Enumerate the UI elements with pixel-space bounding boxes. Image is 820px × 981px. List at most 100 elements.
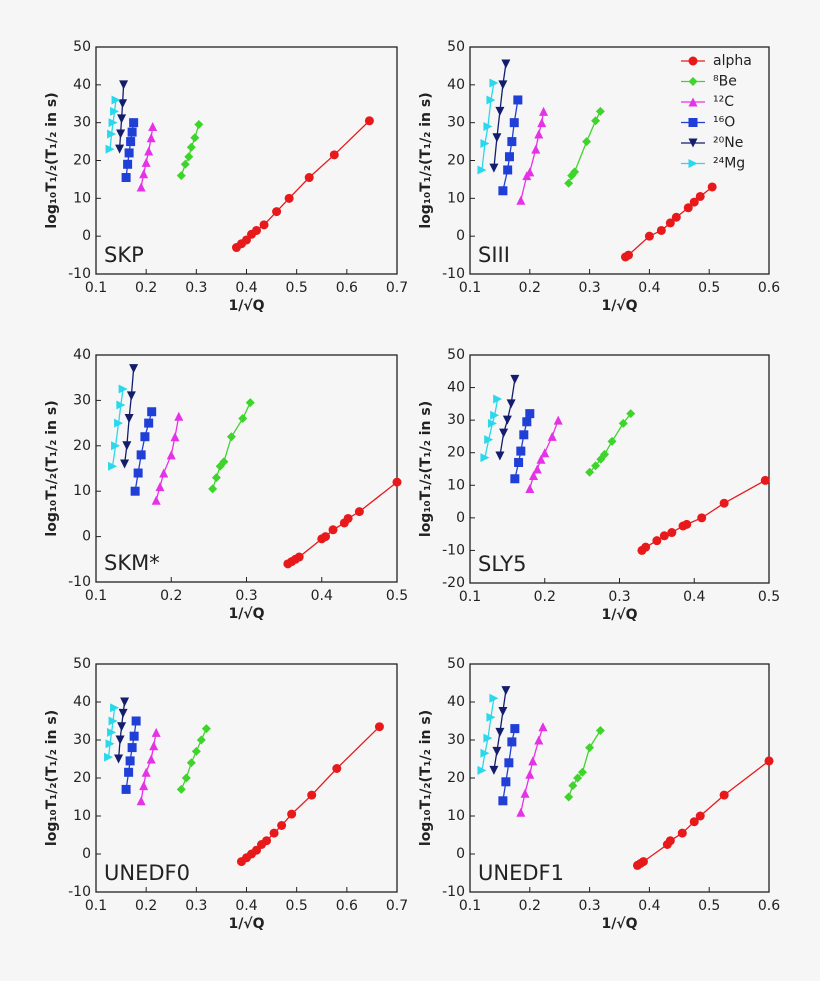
y-tick-label: 0 <box>456 228 465 244</box>
marker <box>520 788 530 798</box>
marker <box>146 133 156 143</box>
series-line <box>493 63 507 169</box>
y-tick-label: 20 <box>73 153 91 169</box>
marker <box>510 474 520 484</box>
x-tick-label: 0.5 <box>698 280 720 296</box>
y-tick-label: 20 <box>447 445 465 461</box>
marker <box>186 758 196 768</box>
marker <box>607 436 617 446</box>
marker <box>570 167 580 177</box>
legend-label: alpha <box>713 53 752 69</box>
marker <box>307 790 317 800</box>
marker <box>116 400 126 410</box>
marker <box>487 418 497 428</box>
marker <box>677 828 687 838</box>
marker <box>211 473 221 483</box>
marker <box>117 722 127 732</box>
y-tick-label: 20 <box>73 438 91 454</box>
marker <box>151 495 161 505</box>
x-tick-label: 0.6 <box>336 898 358 914</box>
x-tick-label: 0.5 <box>286 898 308 914</box>
y-tick-label: 50 <box>447 39 465 55</box>
x-axis-label: 1/√Q <box>228 606 264 622</box>
y-tick-label: 40 <box>447 694 465 710</box>
x-tick-label: 0.1 <box>459 589 481 605</box>
marker <box>688 56 698 66</box>
marker <box>529 471 539 481</box>
marker <box>707 182 717 192</box>
marker <box>180 159 190 169</box>
marker <box>159 468 169 478</box>
marker <box>514 457 524 467</box>
marker <box>568 781 578 791</box>
x-axis-label: 1/√Q <box>601 607 637 623</box>
marker <box>641 542 651 552</box>
marker <box>585 467 595 477</box>
marker <box>121 173 131 183</box>
marker <box>480 748 490 758</box>
x-axis-label: 1/√Q <box>228 916 264 932</box>
marker <box>196 735 206 745</box>
marker <box>564 178 574 188</box>
marker <box>116 129 126 139</box>
y-axis-label: log₁₀T₁/₂(T₁/₂ in s) <box>44 710 60 846</box>
marker <box>547 431 557 441</box>
marker <box>697 513 707 523</box>
marker <box>536 454 546 464</box>
panel-label: UNEDF0 <box>104 861 190 885</box>
marker <box>108 716 118 726</box>
series-line <box>111 388 124 467</box>
marker <box>492 746 502 756</box>
y-tick-label: -10 <box>68 884 91 900</box>
x-tick-label: 0.5 <box>386 588 408 604</box>
marker <box>573 773 583 783</box>
y-axis-label: log₁₀T₁/₂(T₁/₂ in s) <box>418 92 434 228</box>
marker <box>519 430 529 440</box>
marker <box>155 482 165 492</box>
marker <box>208 484 218 494</box>
legend-label: ¹²C <box>713 94 734 110</box>
y-tick-label: 10 <box>447 190 465 206</box>
marker <box>510 374 520 384</box>
marker <box>147 407 157 417</box>
y-axis-label: log₁₀T₁/₂(T₁/₂ in s) <box>418 401 434 537</box>
marker <box>501 59 511 69</box>
marker <box>595 106 605 116</box>
marker <box>124 767 134 777</box>
marker <box>269 828 279 838</box>
marker <box>111 441 121 451</box>
marker <box>181 773 191 783</box>
marker <box>252 225 262 235</box>
x-tick-label: 0.1 <box>85 898 107 914</box>
marker <box>136 796 146 806</box>
marker <box>600 449 610 459</box>
x-tick-label: 0.3 <box>578 898 600 914</box>
marker <box>688 97 698 107</box>
marker <box>129 118 139 128</box>
marker <box>689 817 699 827</box>
marker <box>108 118 118 128</box>
marker <box>486 712 496 722</box>
plot-frame <box>469 663 770 893</box>
marker <box>495 451 505 461</box>
y-tick-label: 30 <box>73 392 91 408</box>
marker <box>525 167 535 177</box>
marker <box>121 784 131 794</box>
x-tick-label: 0.7 <box>386 280 408 296</box>
marker <box>539 106 549 116</box>
x-tick-label: 0.2 <box>135 898 157 914</box>
x-axis-label: 1/√Q <box>601 916 637 932</box>
marker <box>123 159 133 169</box>
x-tick-label: 0.7 <box>386 898 408 914</box>
y-tick-label: 20 <box>73 770 91 786</box>
marker <box>490 410 500 420</box>
marker <box>719 790 729 800</box>
marker <box>144 418 154 428</box>
marker <box>665 836 675 846</box>
marker <box>480 138 490 148</box>
marker <box>219 457 229 467</box>
marker <box>671 212 681 222</box>
marker <box>522 417 532 427</box>
legend-label: ²⁰Ne <box>713 135 743 151</box>
